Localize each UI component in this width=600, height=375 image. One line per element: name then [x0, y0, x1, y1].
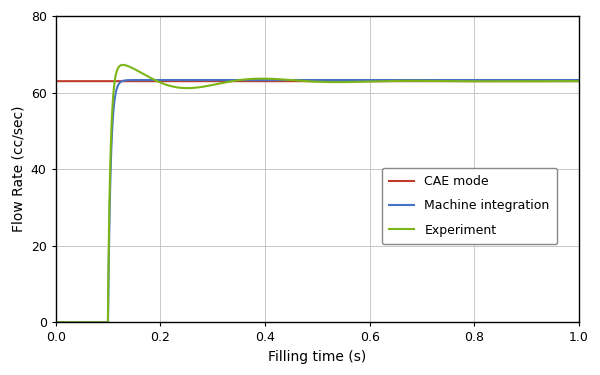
- Experiment: [559, 79, 566, 83]
- Machine integration: [52, 320, 59, 324]
- Experiment: [533, 79, 541, 83]
- CAE mode: [559, 79, 566, 83]
- Machine integration: [533, 78, 541, 82]
- Machine integration: [276, 78, 283, 82]
- CAE mode: [575, 79, 583, 83]
- Y-axis label: Flow Rate (cc/sec): Flow Rate (cc/sec): [11, 106, 25, 232]
- Experiment: [272, 77, 279, 81]
- Machine integration: [301, 78, 308, 82]
- CAE mode: [272, 79, 279, 83]
- Line: Experiment: Experiment: [56, 65, 579, 322]
- CAE mode: [276, 79, 283, 83]
- Experiment: [575, 79, 583, 83]
- CAE mode: [533, 79, 541, 83]
- Machine integration: [575, 78, 583, 82]
- X-axis label: Filling time (s): Filling time (s): [268, 350, 367, 364]
- CAE mode: [432, 79, 439, 83]
- Experiment: [119, 63, 127, 67]
- Experiment: [433, 79, 440, 83]
- Machine integration: [433, 78, 440, 82]
- Line: Machine integration: Machine integration: [56, 80, 579, 322]
- Experiment: [276, 77, 283, 81]
- Machine integration: [272, 78, 279, 82]
- Legend: CAE mode, Machine integration, Experiment: CAE mode, Machine integration, Experimen…: [382, 168, 557, 244]
- CAE mode: [52, 79, 59, 83]
- Experiment: [301, 79, 308, 83]
- CAE mode: [301, 79, 308, 83]
- Experiment: [52, 320, 59, 324]
- Machine integration: [202, 78, 209, 82]
- Machine integration: [559, 78, 566, 82]
